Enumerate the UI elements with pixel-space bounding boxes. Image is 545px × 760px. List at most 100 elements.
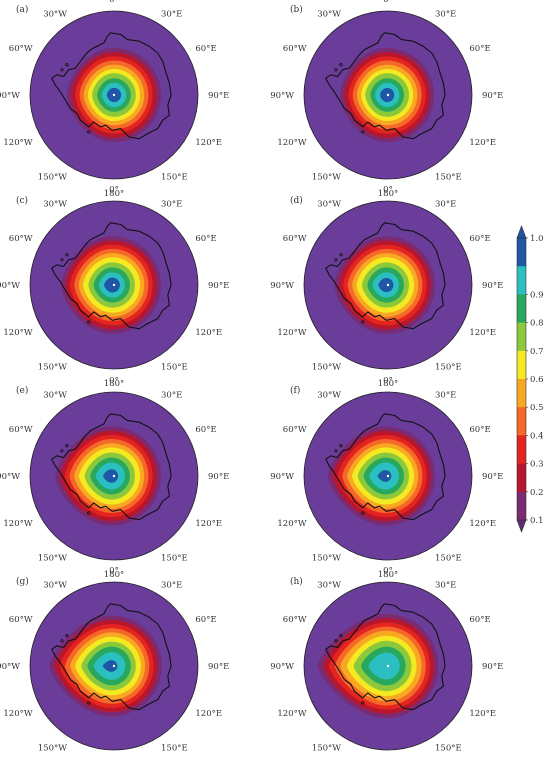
longitude-label: 60°W	[9, 615, 33, 625]
panel-g: (g) 0° 30°E 60°E 90°E 120°E 150°E 180° 150°W 120°…	[0, 566, 229, 753]
pole-marker	[112, 664, 116, 668]
island	[60, 639, 64, 643]
longitude-label: 150°W	[312, 743, 341, 753]
island	[339, 253, 343, 257]
longitude-label: 120°W	[277, 328, 306, 338]
longitude-label: 150°E	[161, 553, 188, 563]
island	[65, 634, 69, 638]
panel-label: (h)	[290, 576, 303, 587]
panel-c: (c) 0° 30°E 60°E 90°E 120°E 150°E 180° 150°W 120°…	[0, 185, 229, 389]
longitude-label: 30°W	[43, 200, 67, 210]
longitude-label: 120°W	[3, 328, 32, 338]
colorbar-segment-1.0	[517, 238, 526, 267]
longitude-label: 120°E	[195, 709, 222, 719]
longitude-label: 180°	[104, 570, 124, 580]
pole-marker	[386, 283, 390, 287]
longitude-label: 30°E	[161, 391, 182, 401]
coastline	[51, 32, 172, 140]
island	[87, 511, 91, 515]
longitude-label: 0°	[383, 566, 393, 576]
island	[87, 130, 91, 134]
longitude-label: 30°W	[43, 581, 67, 591]
longitude-label: 90°W	[0, 662, 20, 672]
longitude-label: 150°E	[435, 553, 462, 563]
colorbar-segment-0.5	[517, 379, 526, 408]
panel-label: (g)	[16, 576, 29, 587]
longitude-label: 60°E	[469, 425, 490, 435]
coastline	[51, 222, 172, 330]
pole-marker	[386, 93, 390, 97]
coastline	[325, 222, 446, 330]
panel-label: (f)	[290, 385, 300, 396]
contour-band-0.9	[368, 652, 400, 680]
colorbar-tick-label: 0.4	[530, 431, 544, 441]
pole-marker	[386, 474, 390, 478]
longitude-label: 60°W	[9, 44, 33, 54]
longitude-label: 180°	[378, 189, 398, 199]
panel-a: (a) 0° 30°E 60°E 90°E 120°E 150°E 180° 150°W 120°…	[0, 0, 229, 199]
longitude-label: 30°E	[435, 200, 456, 210]
contour-band-1.0	[378, 277, 394, 293]
longitude-label: 90°W	[270, 662, 294, 672]
longitude-label: 150°E	[435, 362, 462, 372]
longitude-label: 0°	[383, 376, 393, 386]
longitude-label: 60°E	[195, 615, 216, 625]
pole-marker	[112, 474, 116, 478]
colorbar-tick-label: 0.9	[530, 290, 544, 300]
longitude-label: 90°E	[482, 662, 503, 672]
colorbar-tick-label: 0.3	[530, 460, 544, 470]
longitude-label: 90°E	[482, 472, 503, 482]
longitude-label: 120°E	[195, 328, 222, 338]
island	[334, 449, 338, 453]
longitude-label: 60°W	[283, 44, 307, 54]
longitude-label: 90°W	[0, 281, 20, 291]
longitude-label: 150°E	[161, 362, 188, 372]
pole-marker	[112, 93, 116, 97]
longitude-label: 60°E	[469, 234, 490, 244]
longitude-label: 150°W	[312, 362, 341, 372]
longitude-label: 90°E	[482, 91, 503, 101]
longitude-label: 150°E	[435, 172, 462, 182]
colorbar-tick-label: 0.6	[530, 375, 544, 385]
longitude-label: 180°	[378, 570, 398, 580]
island	[65, 253, 69, 257]
longitude-label: 120°W	[3, 138, 32, 148]
colorbar-tick-label: 0.8	[530, 319, 544, 329]
island	[334, 68, 338, 72]
longitude-label: 30°E	[161, 581, 182, 591]
longitude-label: 60°E	[195, 425, 216, 435]
longitude-label: 150°W	[312, 553, 341, 563]
island	[334, 258, 338, 262]
island	[65, 63, 69, 67]
longitude-label: 30°W	[317, 391, 341, 401]
pole-marker	[112, 283, 116, 287]
island	[339, 63, 343, 67]
panel-label: (d)	[290, 195, 303, 206]
longitude-label: 60°W	[9, 234, 33, 244]
coastline	[51, 413, 172, 521]
island	[87, 701, 91, 705]
panel-label: (a)	[16, 4, 28, 15]
colorbar-tick-label: 0.7	[530, 347, 544, 357]
longitude-label: 90°W	[270, 281, 294, 291]
longitude-label: 150°W	[312, 172, 341, 182]
island	[87, 320, 91, 324]
island	[60, 68, 64, 72]
longitude-label: 90°W	[0, 472, 20, 482]
longitude-label: 30°W	[43, 391, 67, 401]
panel-d: (d) 0° 30°E 60°E 90°E 120°E 150°E 180° 150°W 120°…	[270, 185, 503, 389]
longitude-label: 90°E	[208, 91, 229, 101]
island	[339, 444, 343, 448]
longitude-label: 150°E	[161, 172, 188, 182]
longitude-label: 60°E	[469, 44, 490, 54]
island	[334, 639, 338, 643]
island	[60, 449, 64, 453]
longitude-label: 150°W	[38, 743, 67, 753]
colorbar-top-arrow	[516, 225, 527, 239]
longitude-label: 30°E	[161, 10, 182, 20]
longitude-label: 150°W	[38, 553, 67, 563]
longitude-label: 60°W	[283, 425, 307, 435]
longitude-label: 60°W	[9, 425, 33, 435]
longitude-label: 90°W	[0, 91, 20, 101]
